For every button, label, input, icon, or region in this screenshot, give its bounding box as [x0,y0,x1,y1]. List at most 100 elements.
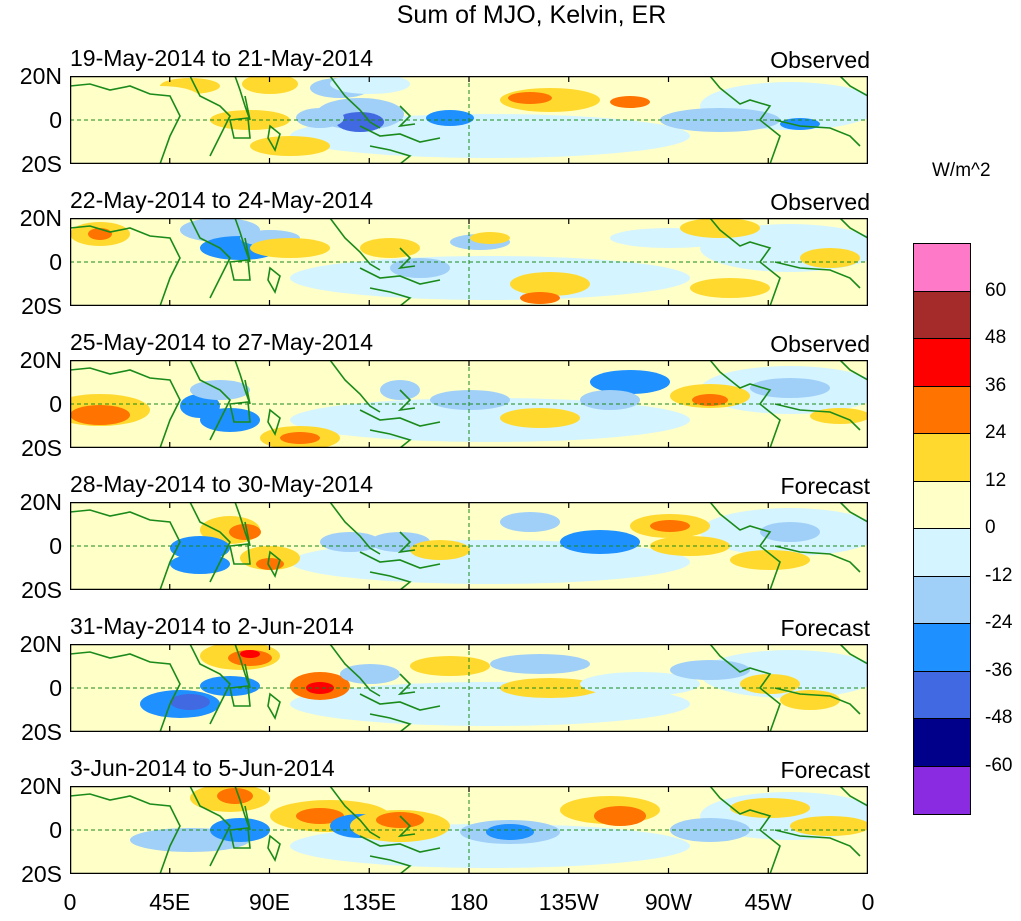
anomaly-blob [240,650,260,658]
coastline [267,408,281,436]
colorbar-swatch [913,718,971,767]
latitude-label: 20S [21,577,62,603]
figure-title: Sum of MJO, Kelvin, ER [396,1,667,29]
coastline [70,651,181,732]
coastline [774,829,861,857]
coastline [369,571,412,590]
latitude-label: 20S [21,151,62,177]
panel-status-label: Forecast [780,757,870,783]
coastline [774,687,861,715]
anomaly-blob [330,76,410,94]
region-box [229,259,251,281]
coastline [359,693,441,711]
colorbar-label: 0 [985,517,996,538]
colorbar-label: -24 [985,612,1013,633]
coastline [267,266,281,294]
coastline [189,786,231,867]
colorbar-label: 48 [985,327,1007,348]
anomaly-blob [200,408,260,432]
colorbar-label: 36 [985,374,1007,396]
coastline [397,389,416,412]
anomaly-blob [800,248,860,268]
anomaly-map [70,76,868,164]
coastline [267,692,281,720]
anomaly-blob [217,788,253,804]
anomaly-blob [500,512,560,532]
colorbar-label: 12 [985,469,1007,491]
coastline [369,145,412,164]
anomaly-blob [692,394,728,406]
map-panel: 22-May-2014 to 24-May-2014 Observed 20N 0 20… [0,186,910,328]
latitude-label: 20S [21,435,62,461]
anomaly-blob [410,656,490,676]
anomaly-blob [296,808,344,824]
coastline [234,218,251,263]
coastline [189,644,231,725]
colorbar-swatch [913,480,971,529]
colorbar-unit-label: W/m^2 [932,160,991,181]
coastline [839,644,868,665]
anomaly-blob [790,816,868,836]
coastline [839,76,868,97]
coastline [70,509,181,590]
coastline [774,119,861,147]
map-panel: 19-May-2014 to 21-May-2014 Observed 20N 0 20… [0,44,910,186]
coastline [329,360,381,413]
coastline [329,644,381,697]
coastline [189,360,231,441]
longitude-label: 0 [861,889,875,915]
colorbar-label: -36 [985,659,1013,681]
region-box [229,401,251,423]
coastline [189,76,231,157]
anomaly-blob [750,378,830,398]
anomaly-blob [580,390,640,410]
map-panel: 31-May-2014 to 2-Jun-2014 Forecast 20N 0 20S [0,612,910,754]
anomaly-blob [426,110,474,126]
colorbar-swatch [913,765,971,815]
coastline [369,855,412,874]
colorbar-swatch [913,338,971,387]
anomaly-blob [70,405,130,425]
anomaly-blob [594,806,646,826]
anomaly-blob [200,676,260,696]
anomaly-blob [250,136,330,156]
anomaly-blob [650,520,690,532]
latitude-label: 0 [49,817,62,843]
coastline [774,403,861,431]
coastline [774,545,861,573]
anomaly-blob [500,408,580,428]
coastline [397,247,416,270]
anomaly-blob [376,812,424,828]
coastline [709,360,781,448]
anomaly-blob [660,108,780,132]
latitude-label: 20N [19,631,62,657]
anomaly-blob [290,398,690,442]
anomaly-blob [296,108,344,128]
region-box [229,685,251,707]
coastline [70,83,181,164]
coastline [359,835,441,853]
coastline [709,218,781,306]
panel-status-label: Observed [770,47,870,73]
coastline [709,644,781,732]
anomaly-blob [120,86,200,110]
anomaly-blob [410,540,470,560]
coastline [189,218,231,299]
panel-status-label: Observed [770,331,870,357]
colorbar-swatch [913,385,971,434]
panel-date-range: 25-May-2014 to 27-May-2014 [70,329,373,355]
coastline [359,267,441,285]
anomaly-blob [690,278,770,298]
anomaly-blob [340,664,400,684]
anomaly-blob [170,694,210,710]
coastline [839,218,868,239]
coastline [234,502,251,547]
latitude-label: 0 [49,675,62,701]
coastline [234,786,251,831]
latitude-label: 20N [19,489,62,515]
coastline [839,502,868,523]
anomaly-blob [610,96,650,108]
anomaly-map [70,218,868,306]
coastline [70,793,181,874]
longitude-label: 45W [744,889,792,915]
